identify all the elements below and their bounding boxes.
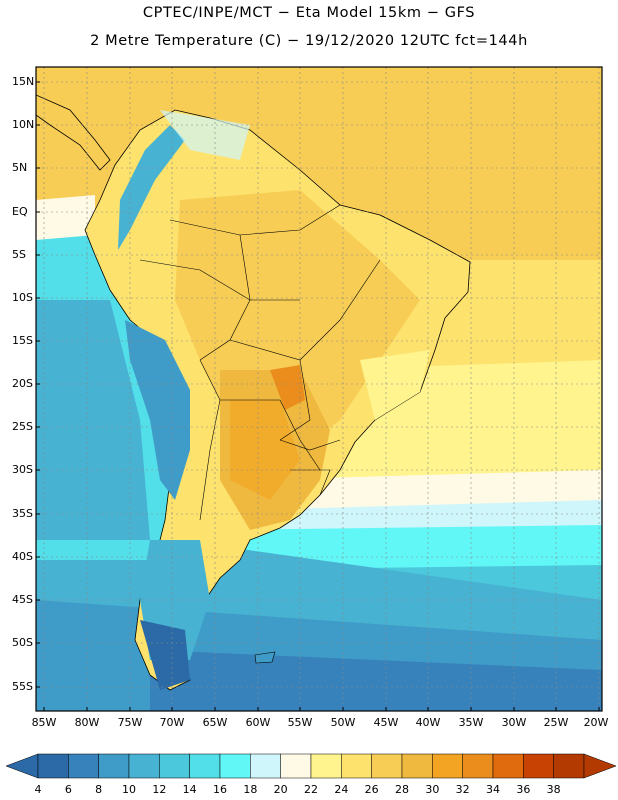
falklands <box>254 651 276 664</box>
colorbar-low-arrow <box>5 753 39 779</box>
lon-label-40w: 40W <box>415 716 441 729</box>
ocean-west-cooler <box>36 300 150 540</box>
colorbar-segment <box>280 753 312 779</box>
colorbar-tick-label: 26 <box>364 783 379 796</box>
colorbar-segment <box>189 753 221 779</box>
lat-label-25s: 25S <box>12 420 33 433</box>
colorbar-tick-label: 14 <box>182 783 197 796</box>
lon-label-20w: 20W <box>583 716 609 729</box>
lat-label-20s: 20S <box>12 377 33 390</box>
colorbar-segment <box>462 753 494 779</box>
colorbar-tick-label: 22 <box>304 783 318 796</box>
colorbar-segment <box>68 753 99 779</box>
colorbar-tick-label: 10 <box>122 783 136 796</box>
carib-light <box>160 110 250 160</box>
lon-label-45w: 45W <box>373 716 399 729</box>
country-borders <box>139 204 381 521</box>
patagonia-tip <box>140 620 190 690</box>
colorbar-tick-label: 34 <box>486 783 500 796</box>
colorbar-tick-label: 24 <box>334 783 349 796</box>
lon-label-25w: 25W <box>543 716 569 729</box>
colorbar-tick-label: 20 <box>273 783 288 796</box>
map-title-line2: 2 Metre Temperature (C) − 19/12/2020 12U… <box>90 33 528 49</box>
map-frame <box>35 66 603 712</box>
lat-label-45s: 45S <box>12 593 33 606</box>
east-coast-light <box>360 350 430 420</box>
map-title-line1: CPTEC/INPE/MCT − Eta Model 15km − GFS <box>142 5 476 21</box>
andes-cool-north <box>118 125 185 250</box>
axis-ticks <box>36 81 600 711</box>
colorbar-tick-label: 28 <box>395 783 409 796</box>
colorbar-tick-label: 12 <box>152 783 167 796</box>
colorbar-tick-label: 4 <box>34 783 42 796</box>
colorbar-segment <box>219 753 251 779</box>
lat-label-55s: 55S <box>12 680 33 693</box>
colorbar-tick-label: 8 <box>95 783 103 796</box>
lon-label-80w: 80W <box>74 716 100 729</box>
lon-label-75w: 75W <box>117 716 143 729</box>
colorbar-tick-label: 16 <box>213 783 227 796</box>
colorbar-segment <box>401 753 433 779</box>
colorbar-tick-label: 30 <box>425 783 440 796</box>
colorbar-segment <box>250 753 281 779</box>
lat-label-10s: 10S <box>12 291 33 304</box>
land-central-warm <box>230 400 300 500</box>
colorbar-tick-label: 6 <box>64 783 72 796</box>
lon-label-50w: 50W <box>330 716 356 729</box>
colorbar-tick-label: 38 <box>546 783 561 796</box>
lat-label-15n: 15N <box>12 75 35 88</box>
colorbar-segment <box>310 753 342 779</box>
andes-cool-mid <box>125 320 190 500</box>
lat-label-50s: 50S <box>12 636 33 649</box>
colorbar-segment <box>432 753 463 779</box>
lon-label-30w: 30W <box>501 716 527 729</box>
lat-label-15s: 15S <box>12 334 33 347</box>
lon-label-70w: 70W <box>159 716 185 729</box>
lon-label-60w: 60W <box>245 716 271 729</box>
ocean-pacific-eq <box>36 195 95 240</box>
colorbar-tick-label: 18 <box>243 783 258 796</box>
colorbar-high-arrow <box>583 753 617 779</box>
lon-label-35w: 35W <box>458 716 484 729</box>
colorbar-segment <box>128 753 160 779</box>
colorbar-segment <box>98 753 130 779</box>
lon-label-55w: 55W <box>287 716 313 729</box>
lat-label-eq: EQ <box>12 205 28 218</box>
colorbar-segment <box>553 753 585 779</box>
lat-label-5n: 5N <box>12 161 28 174</box>
lat-label-40s: 40S <box>12 550 33 563</box>
lat-label-30s: 30S <box>12 463 33 476</box>
lon-gridlines <box>43 67 600 711</box>
lat-label-35s: 35S <box>12 507 33 520</box>
colorbar-segment <box>371 753 403 779</box>
lon-label-85w: 85W <box>31 716 57 729</box>
land-hottest-spot <box>270 365 305 410</box>
ocean-band-6 <box>150 650 602 711</box>
lat-label-10n: 10N <box>12 118 35 131</box>
colorbar-segment <box>523 753 554 779</box>
colorbar-tick-label: 32 <box>455 783 470 796</box>
lon-label-65w: 65W <box>202 716 228 729</box>
lat-label-5s: 5S <box>12 248 26 261</box>
colorbar-segment <box>37 753 69 779</box>
colorbar-segment <box>159 753 190 779</box>
colorbar <box>5 753 617 779</box>
colorbar-segment <box>341 753 372 779</box>
colorbar-tick-label: 36 <box>516 783 531 796</box>
central-america <box>36 94 111 171</box>
lat-gridlines <box>36 81 602 688</box>
colorbar-segment <box>492 753 524 779</box>
